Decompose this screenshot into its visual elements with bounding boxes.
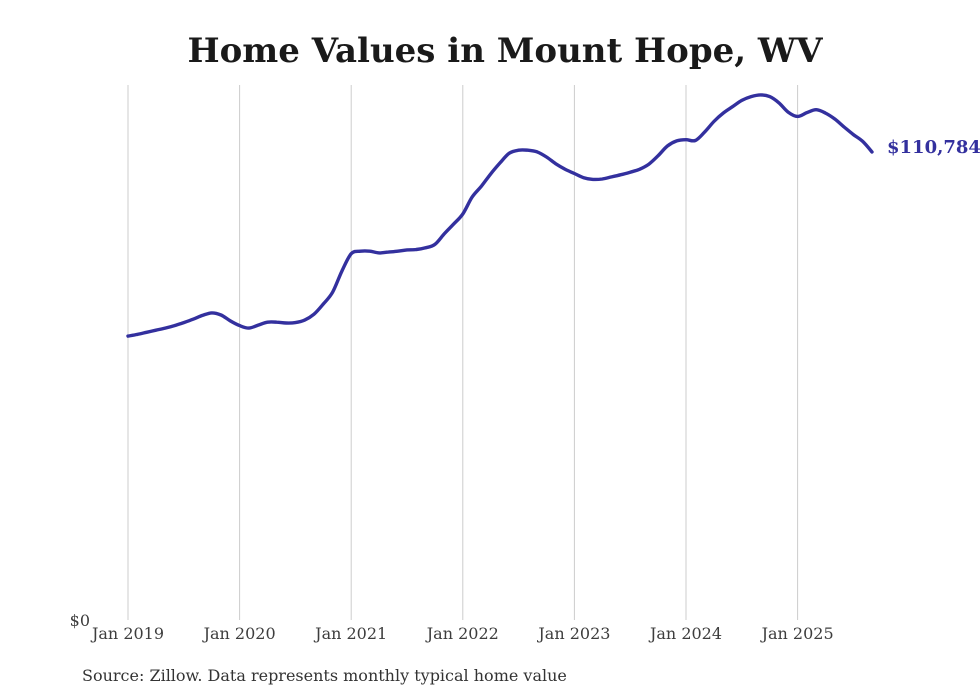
x-tick-label: Jan 2019 (91, 624, 165, 643)
latest-value-label: $110,784 (887, 137, 980, 158)
y-axis-zero-label: $0 (69, 611, 90, 630)
x-tick-label: Jan 2025 (761, 624, 834, 643)
x-tick-label: Jan 2024 (649, 624, 723, 643)
year-gridlines (127, 85, 799, 620)
home-value-line (126, 93, 874, 338)
x-tick-label: Jan 2022 (426, 624, 499, 643)
x-tick-label: Jan 2021 (315, 624, 388, 643)
source-note: Source: Zillow. Data represents monthly … (82, 666, 567, 685)
x-tick-label: Jan 2020 (203, 624, 276, 643)
x-tick-label: Jan 2023 (538, 624, 611, 643)
chart-title: Home Values in Mount Hope, WV (187, 31, 823, 71)
